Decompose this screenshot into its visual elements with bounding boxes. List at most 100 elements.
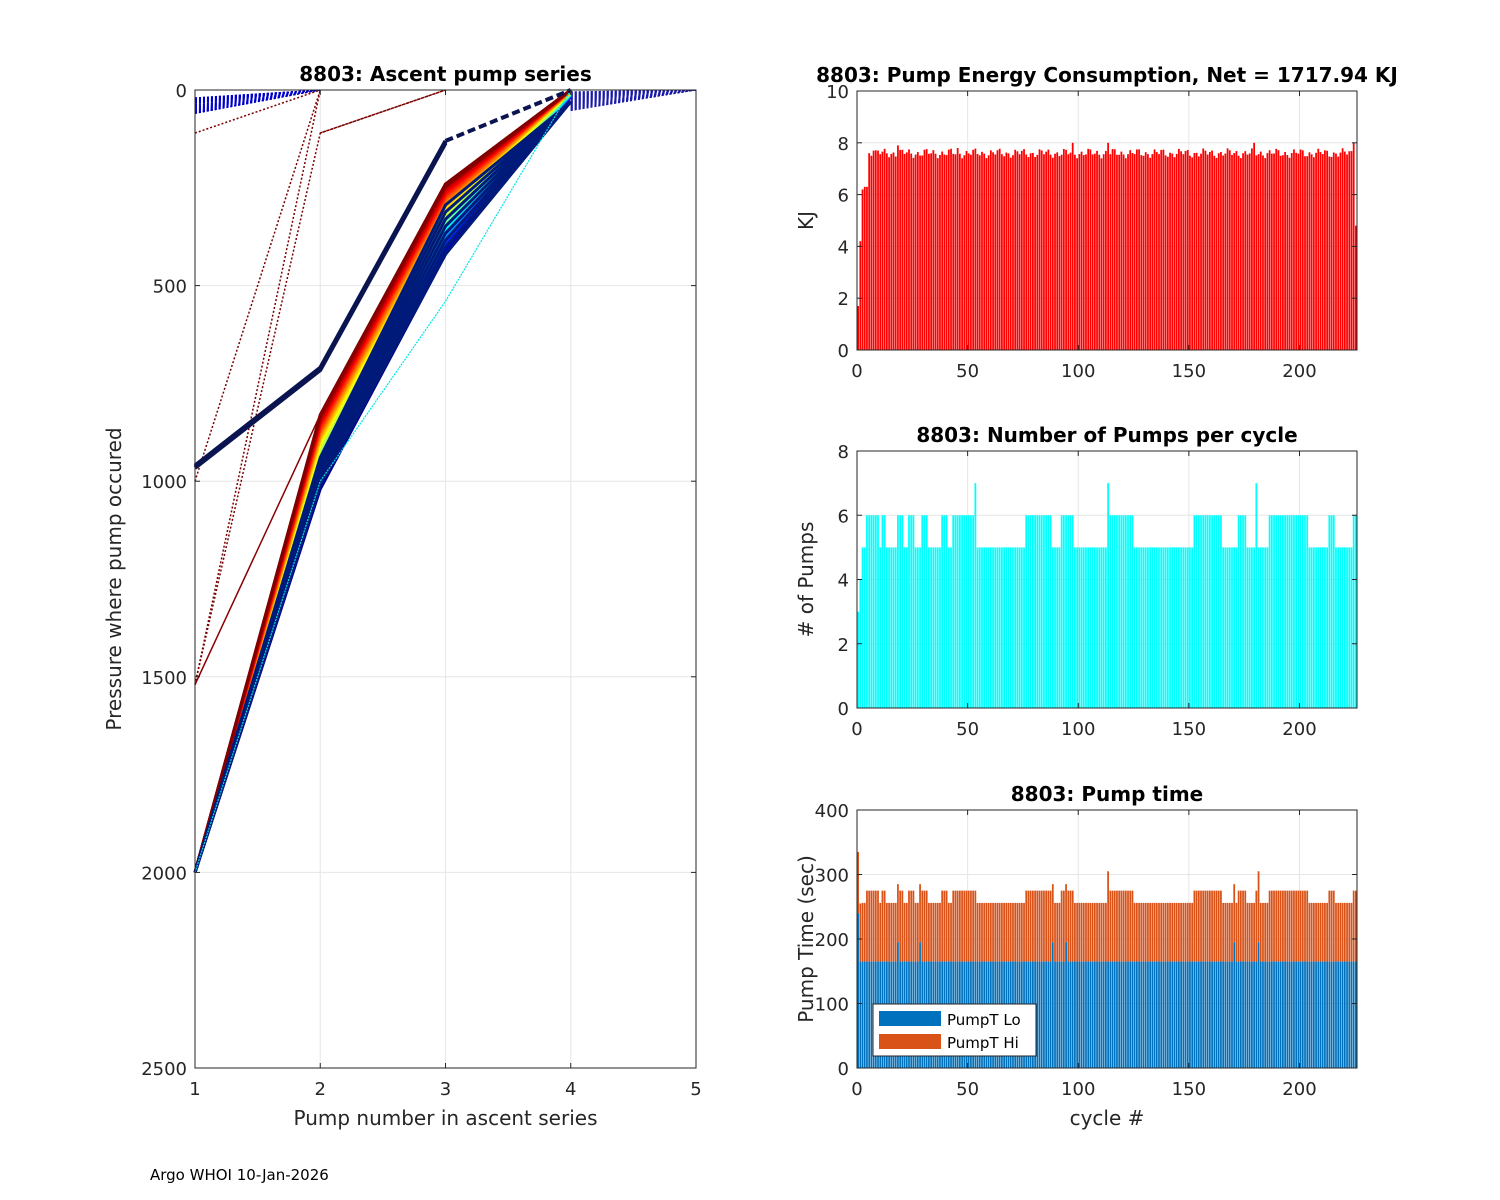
- pumptime-bar-hi: [1244, 890, 1247, 962]
- pumps-bar: [1162, 547, 1165, 708]
- energy-frame: [856, 90, 1358, 351]
- pumptime-bar-hi: [1195, 890, 1198, 962]
- energy-bar: [863, 186, 866, 350]
- energy-title: 8803: Pump Energy Consumption, Net = 171…: [816, 63, 1398, 87]
- energy-bar: [923, 149, 926, 350]
- pumptime-bar-hi: [1100, 902, 1103, 962]
- pumptime-bar-lo: [1270, 961, 1273, 1068]
- pumptime-bar-lo: [1065, 942, 1067, 1068]
- pumptime-bar-lo: [1036, 961, 1039, 1068]
- pumps-bar: [1286, 515, 1289, 708]
- energy-bar: [1200, 153, 1202, 350]
- energy-bar: [1266, 153, 1269, 350]
- energy-bar: [1297, 153, 1300, 350]
- energy-bar: [916, 152, 919, 350]
- energy-bar: [925, 149, 928, 350]
- pumptime-bar-hi: [932, 902, 935, 962]
- pumptime-bar-hi: [1255, 890, 1258, 962]
- pumptime-bar-lo: [1286, 961, 1289, 1068]
- pumps-bar: [1160, 547, 1163, 708]
- pumptime-bar-lo: [859, 961, 862, 1068]
- pumptime-bar-hi: [1282, 890, 1284, 962]
- ascent-ytick-label: 500: [153, 277, 187, 298]
- pumps-bar: [1124, 515, 1127, 708]
- pumptime-bar-lo: [1346, 961, 1348, 1068]
- pumps-bar: [1324, 547, 1326, 708]
- pumptime-bar-hi: [1197, 890, 1200, 962]
- energy-bar: [1317, 148, 1320, 350]
- pumptime-bar-lo: [1330, 961, 1333, 1068]
- energy-bar: [1032, 152, 1034, 350]
- energy-bar: [1058, 156, 1061, 350]
- pumps-bar: [1180, 547, 1182, 708]
- pumptime-bar-hi: [881, 890, 884, 962]
- pumps-bar: [1339, 547, 1342, 708]
- energy-bar: [1005, 152, 1008, 350]
- energy-bar: [1065, 149, 1067, 350]
- pumptime-bar-hi: [1246, 902, 1249, 962]
- pumptime-bar-hi: [1315, 902, 1317, 962]
- pumptime-bar-hi: [1324, 902, 1326, 962]
- energy-bar: [1138, 149, 1140, 350]
- pumptime-bar-lo: [1206, 961, 1209, 1068]
- pumps-bar: [1355, 515, 1357, 708]
- pumps-bar: [914, 547, 917, 708]
- energy-bar: [1220, 152, 1222, 350]
- pumptime-bar-hi: [1350, 902, 1353, 962]
- pumptime-bar-lo: [1301, 961, 1304, 1068]
- pumps-bar: [1315, 547, 1317, 708]
- pumptime-bar-lo: [1147, 961, 1149, 1068]
- energy-bar: [1040, 150, 1043, 350]
- energy-bar: [1027, 157, 1030, 350]
- pumps-bar: [1155, 547, 1158, 708]
- pumptime-bar-lo: [1160, 961, 1163, 1068]
- pumptime-bar-lo: [1082, 961, 1085, 1068]
- pumptime-bar-hi: [1251, 902, 1253, 962]
- pumps-bar: [881, 515, 884, 708]
- energy-bar: [1182, 154, 1185, 350]
- pumps-bar: [996, 547, 999, 708]
- energy-bar: [1204, 150, 1207, 350]
- energy-bar: [1279, 155, 1282, 350]
- pumptime-bar-lo: [1244, 961, 1247, 1068]
- pumptime-bar-lo: [1076, 961, 1079, 1068]
- pumptime-bar-lo: [863, 961, 866, 1068]
- pumps-bar: [1076, 547, 1079, 708]
- pumps-bar: [1242, 515, 1244, 708]
- energy-bar: [1009, 157, 1012, 350]
- pumps-bar: [885, 547, 888, 708]
- pumptime-bar-hi: [1312, 902, 1315, 962]
- energy-bar: [1324, 150, 1326, 350]
- pumptime-bar-hi: [897, 884, 899, 943]
- pumps-bar: [1202, 515, 1205, 708]
- energy-bar: [1113, 149, 1116, 350]
- pumptime-bar-hi: [1049, 890, 1052, 962]
- pumps-bar: [1012, 547, 1014, 708]
- pumps-bar: [1204, 515, 1207, 708]
- pumps-bar: [1251, 547, 1253, 708]
- pumps-bar: [1135, 547, 1138, 708]
- pumptime-ytick-label: 400: [815, 801, 849, 822]
- pumps-bar: [1343, 547, 1346, 708]
- energy-bar: [1120, 151, 1123, 350]
- pumps-bar: [1275, 515, 1278, 708]
- pumps-bar: [892, 547, 895, 708]
- pumps-bar: [1297, 515, 1300, 708]
- pumptime-bar-lo: [1324, 961, 1326, 1068]
- pumptime-bar-hi: [894, 902, 897, 962]
- pumps-bar: [1058, 547, 1061, 708]
- pumptime-bar-lo: [868, 961, 871, 1068]
- pumptime-bar-lo: [1189, 961, 1191, 1068]
- energy-bar: [1304, 156, 1306, 350]
- energy-bar: [985, 158, 988, 350]
- pumptime-bar-hi: [1080, 902, 1083, 962]
- pumptime-bar-lo: [1308, 961, 1311, 1068]
- energy-bar: [1014, 149, 1017, 350]
- energy-bar: [1087, 148, 1090, 350]
- pumptime-bar-hi: [1014, 902, 1017, 962]
- pumptime-bar-lo: [1237, 961, 1240, 1068]
- pumptime-bar-hi: [1200, 890, 1202, 962]
- pumps-bar: [1169, 547, 1171, 708]
- pumptime-bar-hi: [866, 890, 868, 962]
- pumps-bar: [923, 515, 926, 708]
